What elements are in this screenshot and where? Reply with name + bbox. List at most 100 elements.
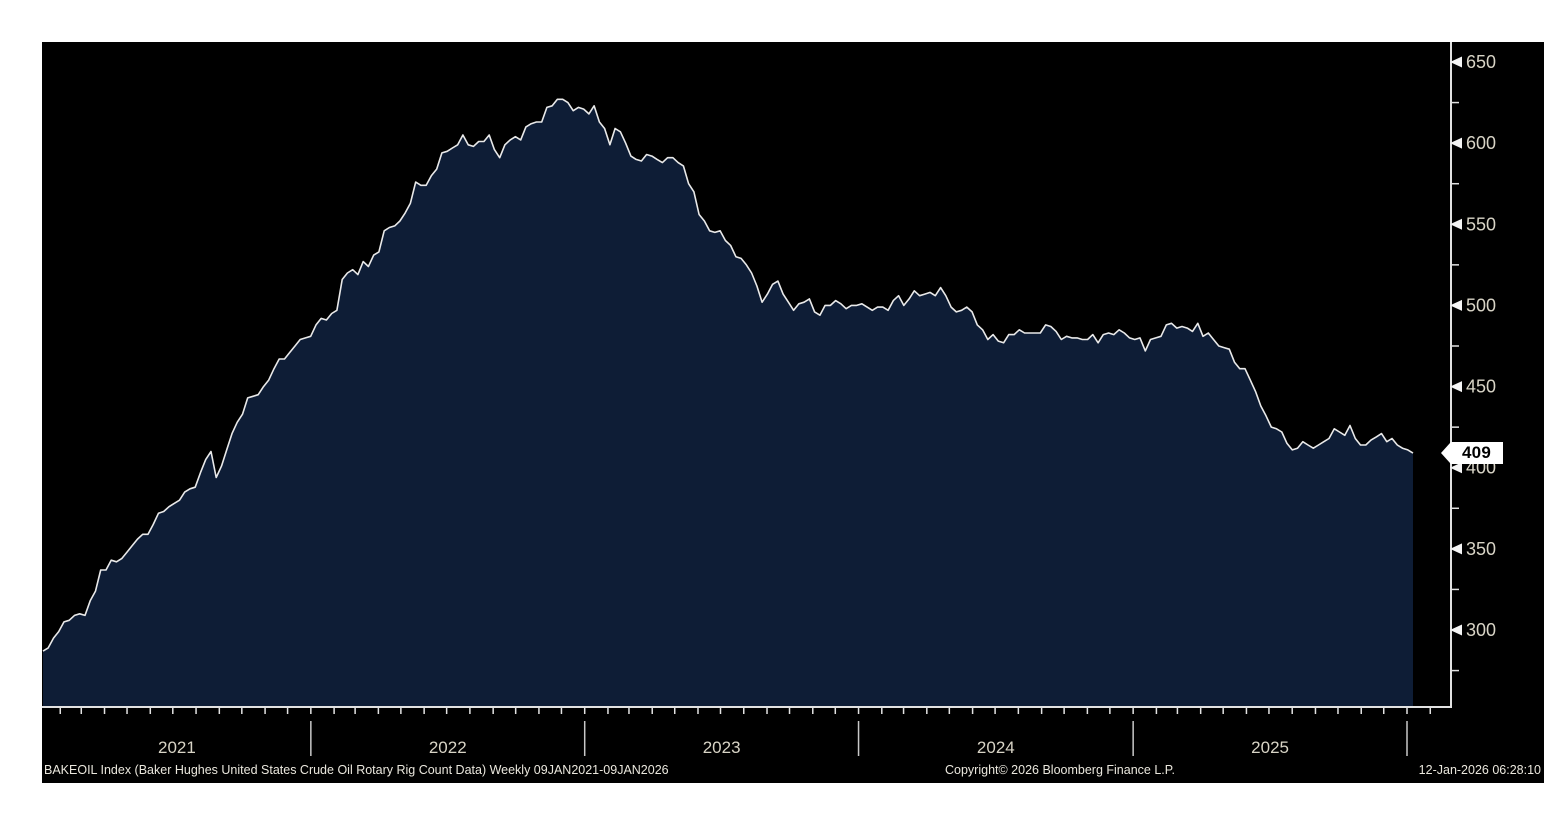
x-month-tick <box>514 708 517 714</box>
x-month-tick <box>445 708 448 714</box>
y-tick-label: 650 <box>1466 52 1496 72</box>
x-month-tick <box>103 708 106 714</box>
x-month-tick <box>607 708 609 714</box>
x-month-tick <box>994 708 996 714</box>
y-tick-label: 350 <box>1466 539 1496 559</box>
x-month-tick <box>651 708 653 714</box>
x-month-tick <box>697 708 699 714</box>
chart-footer: BAKEOIL Index (Baker Hughes United State… <box>0 761 1544 781</box>
x-month-tick <box>628 708 630 714</box>
x-month-tick <box>1222 708 1224 714</box>
x-month-tick <box>926 708 928 714</box>
year-label: 2021 <box>158 738 196 757</box>
x-month-tick <box>286 708 289 714</box>
x-month-tick <box>80 708 83 714</box>
y-tick-arrow <box>1450 381 1462 393</box>
x-month-tick <box>333 708 335 714</box>
y-tick-arrow <box>1450 462 1462 474</box>
x-month-tick <box>971 708 974 714</box>
y-tick-arrow <box>1450 299 1462 311</box>
year-separator <box>1132 721 1134 756</box>
x-month-tick <box>673 708 676 714</box>
x-month-tick <box>241 708 243 714</box>
rig-count-line <box>42 98 1414 652</box>
y-minor-tick <box>1450 101 1459 104</box>
y-tick-arrow <box>1450 218 1462 230</box>
axes <box>42 42 1452 708</box>
y-minor-tick <box>1450 669 1459 672</box>
x-month-tick <box>492 708 494 714</box>
x-month-tick <box>719 708 722 714</box>
y-minor-tick <box>1450 588 1459 591</box>
y-minor-tick <box>1450 345 1459 347</box>
x-month-tick <box>310 708 312 714</box>
x-month-tick <box>1406 708 1408 714</box>
x-month-tick <box>1176 708 1179 714</box>
last-value-label: 409 <box>1462 443 1491 462</box>
y-tick-arrow <box>1450 543 1462 555</box>
x-month-tick <box>1429 708 1432 714</box>
x-month-tick <box>560 708 563 714</box>
y-axis-line <box>1450 42 1452 708</box>
x-month-tick <box>172 708 174 714</box>
x-month-tick <box>948 708 951 714</box>
x-month-tick <box>1268 708 1270 714</box>
copyright-notice: Copyright© 2026 Bloomberg Finance L.P. <box>945 763 1175 777</box>
y-tick-arrow <box>1450 56 1462 68</box>
year-separator <box>857 721 860 756</box>
x-month-tick <box>1086 708 1089 714</box>
y-tick-label: 500 <box>1466 295 1496 315</box>
y-minor-tick <box>1450 426 1459 428</box>
year-label: 2022 <box>429 738 467 757</box>
y-tick-arrow <box>1450 137 1462 149</box>
y-tick-label: 600 <box>1466 133 1496 153</box>
y-tick-label: 550 <box>1466 214 1496 234</box>
x-month-tick <box>1132 708 1134 714</box>
x-month-tick <box>1017 708 1020 714</box>
last-value-badge: 409 <box>1441 442 1503 464</box>
x-month-tick <box>902 708 905 714</box>
y-minor-tick <box>1450 507 1459 510</box>
x-month-tick <box>423 708 425 714</box>
year-label: 2025 <box>1251 738 1289 757</box>
timestamp: 12-Jan-2026 06:28:10 <box>1418 763 1541 777</box>
x-axis-line <box>42 706 1452 708</box>
x-month-tick <box>1382 708 1385 714</box>
x-month-tick <box>218 708 221 714</box>
x-month-tick <box>59 708 62 714</box>
x-month-tick <box>812 708 814 714</box>
x-month-tick <box>1063 708 1065 714</box>
x-month-tick <box>881 708 883 714</box>
x-month-tick <box>469 708 471 714</box>
x-month-tick <box>1337 708 1339 714</box>
y-tick-arrow <box>1450 624 1462 636</box>
x-month-tick <box>1155 708 1158 714</box>
year-separator <box>310 721 312 756</box>
x-month-tick <box>538 708 540 714</box>
x-month-tick <box>400 708 402 714</box>
x-month-tick <box>377 708 380 714</box>
x-month-tick <box>264 708 266 714</box>
x-month-tick <box>126 708 128 714</box>
x-month-tick <box>834 708 837 714</box>
x-month-tick <box>195 708 197 714</box>
year-label: 2024 <box>977 738 1015 757</box>
x-axis-ticks <box>59 708 1432 714</box>
x-month-tick <box>1360 708 1362 714</box>
x-month-tick <box>1245 708 1248 714</box>
y-minor-tick <box>1450 182 1459 185</box>
rig-count-area <box>43 99 1413 707</box>
x-month-tick <box>788 708 791 714</box>
year-separator <box>1406 721 1408 756</box>
y-minor-tick <box>1450 264 1459 266</box>
x-month-tick <box>743 708 745 714</box>
year-label: 2023 <box>703 738 741 757</box>
x-month-tick <box>583 708 586 714</box>
y-tick-label: 300 <box>1466 620 1496 640</box>
x-month-tick <box>1199 708 1202 714</box>
x-month-tick <box>857 708 860 714</box>
y-tick-label: 450 <box>1466 377 1496 397</box>
